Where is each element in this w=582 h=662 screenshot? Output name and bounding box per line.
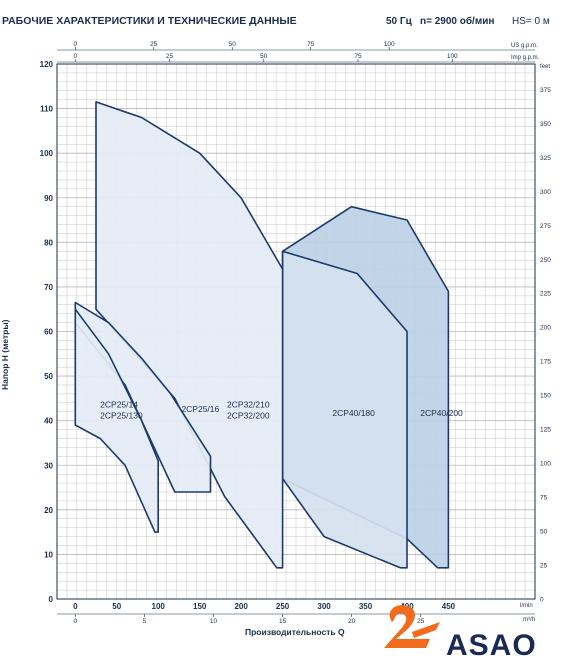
feet-tick-label: 150 (540, 393, 551, 400)
feet-tick-label: 275 (540, 223, 551, 230)
x-axis-title: Производительность Q (245, 627, 345, 637)
m3h-unit-label: m³/h (523, 617, 535, 623)
feet-unit-label: feet (540, 64, 550, 70)
y-tick-label: 40 (44, 417, 53, 426)
y-tick-label: 30 (44, 461, 53, 470)
brand-logo: ASAO (384, 605, 537, 662)
curve-areas (74, 101, 450, 569)
y-axis-title: Напор H (метры) (0, 319, 10, 390)
y-tick-label: 100 (40, 149, 54, 158)
feet-tick-label: 125 (540, 427, 551, 434)
m3h-tick-label: 10 (210, 618, 218, 625)
x-tick-label: 450 (442, 602, 456, 611)
m3h-tick-label: 25 (417, 618, 425, 625)
feet-tick-label: 175 (540, 359, 551, 366)
us-gpm-tick-label: 25 (150, 41, 158, 48)
y-tick-label: 90 (44, 194, 53, 203)
x-tick-label: 300 (317, 602, 331, 611)
y-tick-label: 50 (44, 372, 53, 381)
m3h-tick-label: 5 (143, 618, 147, 625)
x-unit-label: l/min (520, 603, 533, 609)
plot-frame (56, 63, 536, 600)
curve-label: 2CP32/210 (227, 399, 270, 409)
x-tick-label: 350 (359, 602, 373, 611)
y-tick-label: 10 (44, 550, 53, 559)
us-gpm-unit-label: US g.p.m. (511, 43, 538, 49)
axes: 0102030405060708090100110120025507510012… (40, 41, 552, 625)
us-gpm-tick-label: 100 (384, 41, 395, 48)
feet-tick-label: 75 (540, 495, 548, 502)
feet-tick-label: 200 (540, 325, 551, 332)
y-tick-label: 110 (40, 105, 53, 114)
x-tick-label: 150 (193, 602, 207, 611)
us-gpm-tick-label: 0 (73, 41, 77, 48)
x-tick-label: 250 (276, 602, 290, 611)
feet-tick-label: 100 (540, 461, 551, 468)
curve-area (281, 250, 408, 569)
curve-label: 2CP25/16 (181, 404, 219, 414)
feet-tick-label: 0 (540, 597, 544, 604)
m3h-tick-label: 0 (73, 618, 77, 625)
imp-gpm-tick-label: 50 (260, 53, 268, 60)
curve-label: 2CP40/200 (420, 408, 463, 418)
imp-gpm-tick-label: 75 (354, 53, 362, 60)
feet-tick-label: 325 (540, 155, 551, 162)
hs-label: HS= 0 м (512, 16, 550, 27)
x-tick-label: 0 (73, 602, 78, 611)
x-tick-label: 200 (234, 602, 248, 611)
imp-gpm-tick-label: 100 (447, 53, 458, 60)
y-tick-label: 20 (44, 506, 53, 515)
m3h-tick-label: 20 (348, 618, 356, 625)
us-gpm-tick-label: 50 (229, 41, 237, 48)
y-tick-label: 60 (44, 328, 53, 337)
curve-label: 2CP32/200 (227, 410, 270, 420)
y-tick-label: 120 (40, 60, 54, 69)
curve-label: 2CP40/180 (332, 408, 375, 418)
logo-text: ASAO (446, 629, 537, 657)
feet-tick-label: 350 (540, 121, 551, 128)
curve-area (74, 308, 159, 533)
curve-label: 2CP25/130 (100, 410, 143, 420)
feet-tick-label: 25 (540, 563, 548, 570)
m3h-tick-label: 15 (279, 618, 287, 625)
curve-label: 2CP25/14 (100, 399, 138, 409)
speed-label: n= 2900 об/мин (420, 15, 494, 27)
feet-tick-label: 225 (540, 291, 551, 298)
logo-mark-icon (384, 605, 430, 648)
x-tick-label: 100 (152, 602, 166, 611)
y-tick-label: 80 (44, 238, 53, 247)
frequency-label: 50 Гц (386, 16, 413, 27)
curve-area (95, 101, 284, 569)
chart-header-title: РАБОЧИЕ ХАРАКТЕРИСТИКИ И ТЕХНИЧЕСКИЕ ДАН… (2, 15, 297, 27)
feet-tick-label: 50 (540, 529, 548, 536)
imp-gpm-unit-label: Imp g.p.m. (511, 55, 540, 61)
feet-tick-label: 375 (540, 87, 551, 94)
feet-tick-label: 300 (540, 189, 551, 196)
feet-tick-label: 250 (540, 257, 551, 264)
y-tick-label: 70 (44, 283, 53, 292)
imp-gpm-tick-label: 0 (73, 53, 77, 60)
x-tick-label: 50 (112, 602, 121, 611)
y-tick-label: 0 (49, 595, 54, 604)
imp-gpm-tick-label: 25 (166, 53, 174, 60)
logo-accent-icon (412, 622, 440, 638)
us-gpm-tick-label: 75 (307, 41, 315, 48)
